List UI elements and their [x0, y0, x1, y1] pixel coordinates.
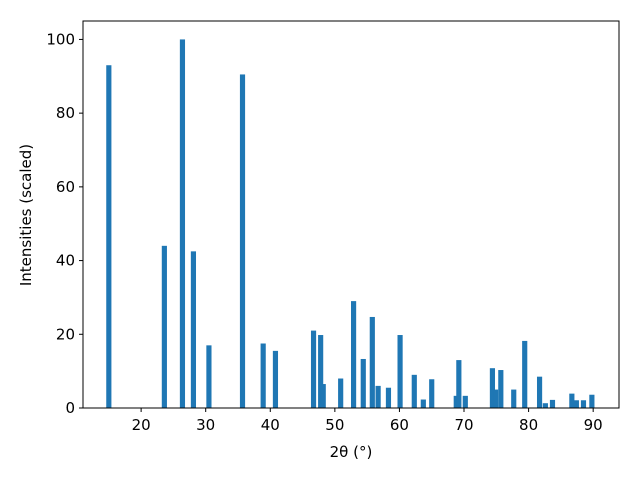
bar — [429, 379, 435, 408]
bar — [272, 350, 279, 408]
x-tick-label: 50 — [325, 416, 344, 434]
bar — [580, 400, 587, 408]
bar — [397, 335, 403, 408]
bar — [106, 65, 112, 408]
bar — [260, 343, 266, 408]
x-tick-label: 40 — [261, 416, 280, 434]
bar — [493, 389, 499, 408]
bar — [549, 399, 556, 408]
y-tick-label: 60 — [56, 178, 75, 196]
x-tick-label: 60 — [390, 416, 409, 434]
y-axis-label: Intensities (scaled) — [17, 144, 35, 286]
y-tick-label: 20 — [56, 325, 75, 343]
bar — [411, 374, 417, 408]
bar — [522, 340, 528, 408]
bar — [453, 395, 459, 408]
bar — [462, 395, 468, 408]
x-tick-label: 80 — [519, 416, 538, 434]
bar — [573, 400, 579, 408]
x-axis-label: 2θ (°) — [330, 443, 373, 461]
y-tick-label: 0 — [65, 399, 75, 417]
bar — [360, 358, 366, 408]
bar — [536, 376, 543, 408]
bar — [206, 345, 212, 408]
bar — [385, 387, 392, 408]
bar — [161, 245, 167, 408]
bar — [542, 403, 548, 408]
plot-frame — [82, 20, 620, 409]
x-tick-label: 70 — [454, 416, 473, 434]
bar — [190, 251, 197, 408]
bar — [318, 335, 324, 408]
bar — [369, 316, 375, 408]
bar — [310, 330, 317, 408]
x-tick-label: 20 — [132, 416, 151, 434]
bar — [589, 394, 595, 408]
bar — [569, 393, 575, 408]
bar — [179, 39, 186, 409]
bar — [498, 370, 504, 408]
x-tick-label: 90 — [584, 416, 603, 434]
bar — [375, 385, 381, 408]
y-tick-label: 100 — [46, 30, 75, 48]
y-tick-label: 40 — [56, 252, 75, 270]
bar — [351, 301, 357, 408]
bar — [239, 74, 246, 408]
x-tick-label: 30 — [196, 416, 215, 434]
bar — [320, 384, 326, 408]
bar — [456, 360, 462, 408]
bar — [420, 399, 426, 408]
bar — [338, 378, 344, 408]
y-tick-label: 80 — [56, 104, 75, 122]
bar — [511, 389, 517, 408]
bar — [489, 368, 496, 408]
